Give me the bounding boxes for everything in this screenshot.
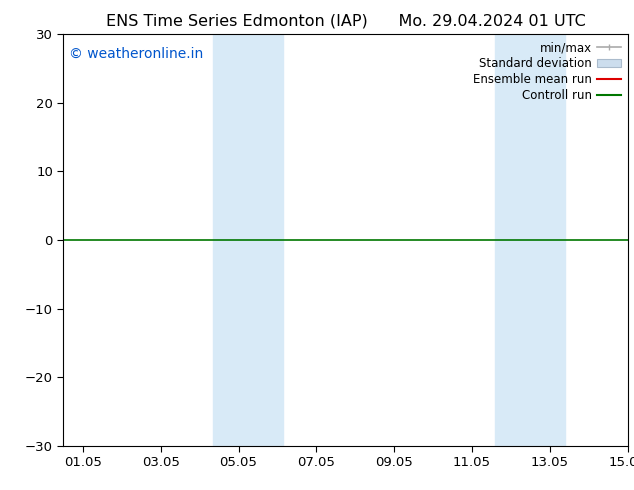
Title: ENS Time Series Edmonton (IAP)      Mo. 29.04.2024 01 UTC: ENS Time Series Edmonton (IAP) Mo. 29.04…: [106, 14, 585, 29]
Bar: [213, 34, 283, 446]
Text: © weatheronline.in: © weatheronline.in: [69, 47, 204, 61]
Bar: [495, 34, 566, 446]
Legend: min/max, Standard deviation, Ensemble mean run, Controll run: min/max, Standard deviation, Ensemble me…: [469, 37, 625, 107]
